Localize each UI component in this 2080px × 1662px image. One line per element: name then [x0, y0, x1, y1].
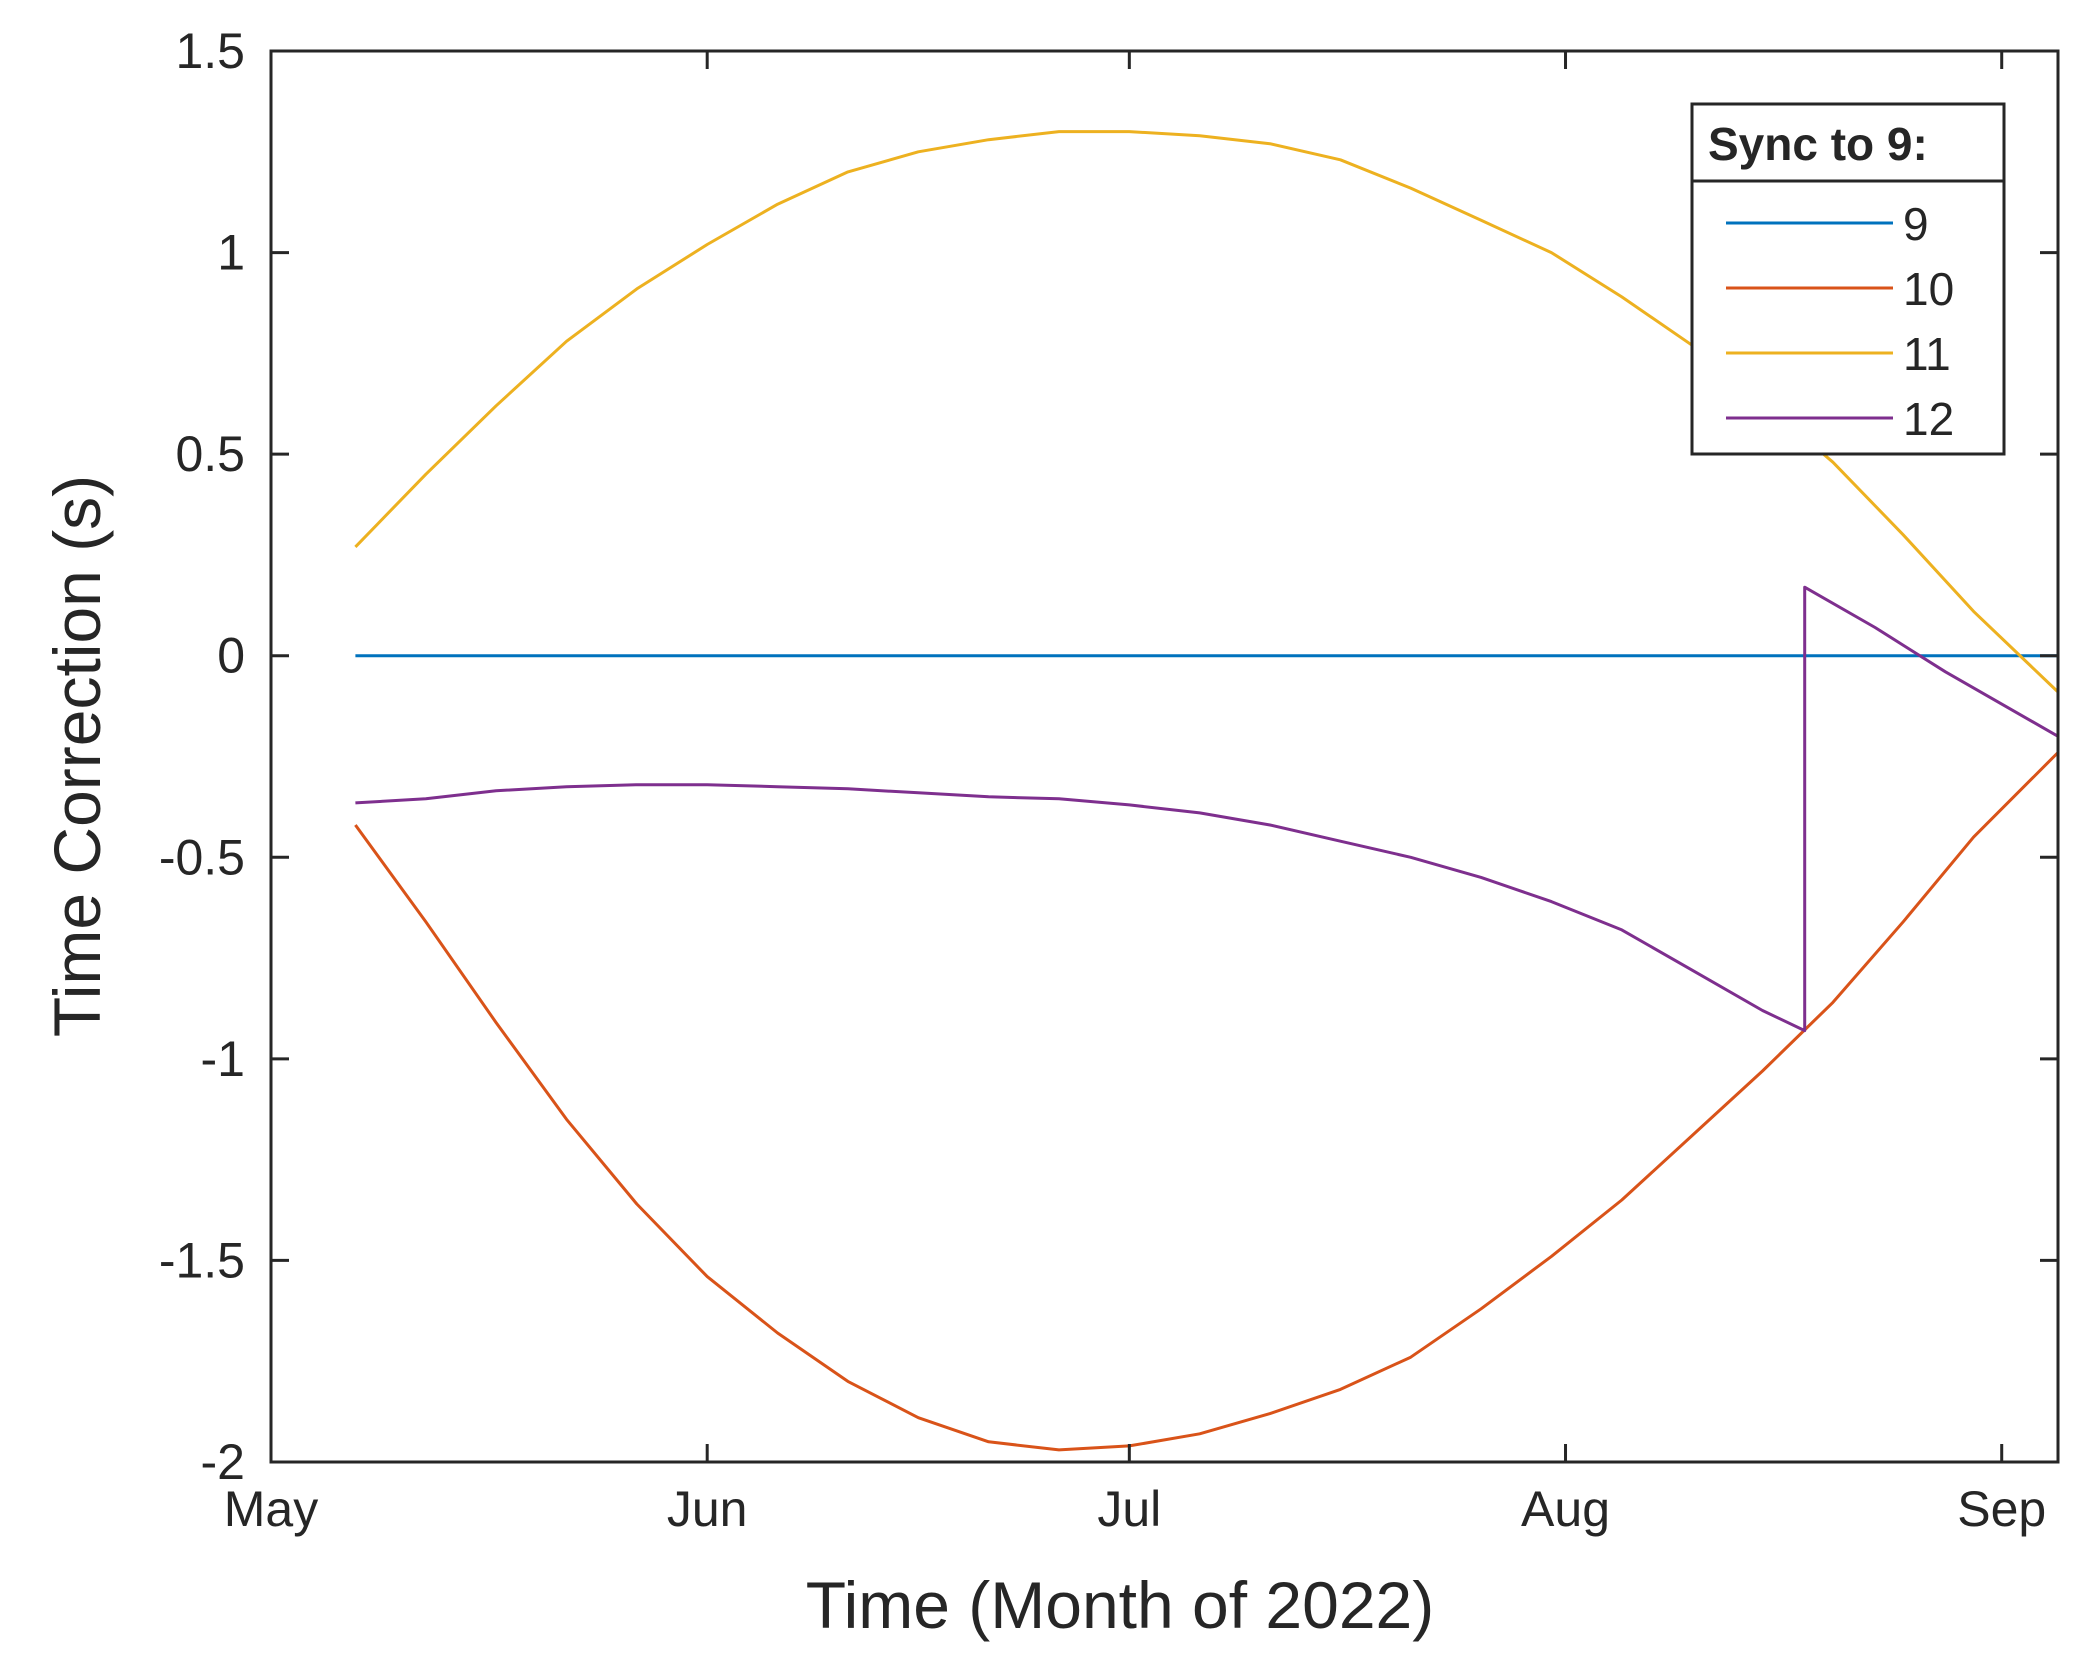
- legend-label-11: 11: [1903, 328, 1951, 380]
- x-tick-label: Jun: [667, 1481, 748, 1537]
- legend-label-12: 12: [1903, 393, 1954, 445]
- series-line-10: [354, 751, 2060, 1452]
- y-tick-label: -1: [201, 1031, 245, 1087]
- y-tick-label: -1.5: [159, 1232, 245, 1288]
- y-tick-label: -2: [201, 1434, 245, 1490]
- x-tick-label: Jul: [1097, 1481, 1161, 1537]
- x-tick-label: Sep: [1957, 1481, 2046, 1537]
- axes-box: [269, 49, 2060, 1464]
- y-axis-label: Time Correction (s): [40, 475, 114, 1037]
- y-tick-label: 1.5: [175, 23, 245, 79]
- x-tick-label: May: [224, 1481, 318, 1537]
- y-tick-label: -0.5: [159, 829, 245, 885]
- y-tick-label: 1: [217, 225, 245, 281]
- legend-label-10: 10: [1903, 263, 1954, 315]
- x-axis-label: Time (Month of 2022): [806, 1568, 1434, 1642]
- legend-box: [1690, 102, 2006, 456]
- legend-entries: 9 10 11 12: [1726, 198, 1954, 445]
- series-line-12: [355, 585, 2059, 1033]
- x-tick-label: Aug: [1521, 1481, 1610, 1537]
- legend: Sync to 9: 9 10 11 12: [1690, 102, 2006, 456]
- legend-label-9: 9: [1903, 198, 1929, 250]
- legend-title: Sync to 9:: [1708, 118, 1928, 170]
- y-tick-label: 0: [217, 628, 245, 684]
- y-tick-label: 0.5: [175, 426, 245, 482]
